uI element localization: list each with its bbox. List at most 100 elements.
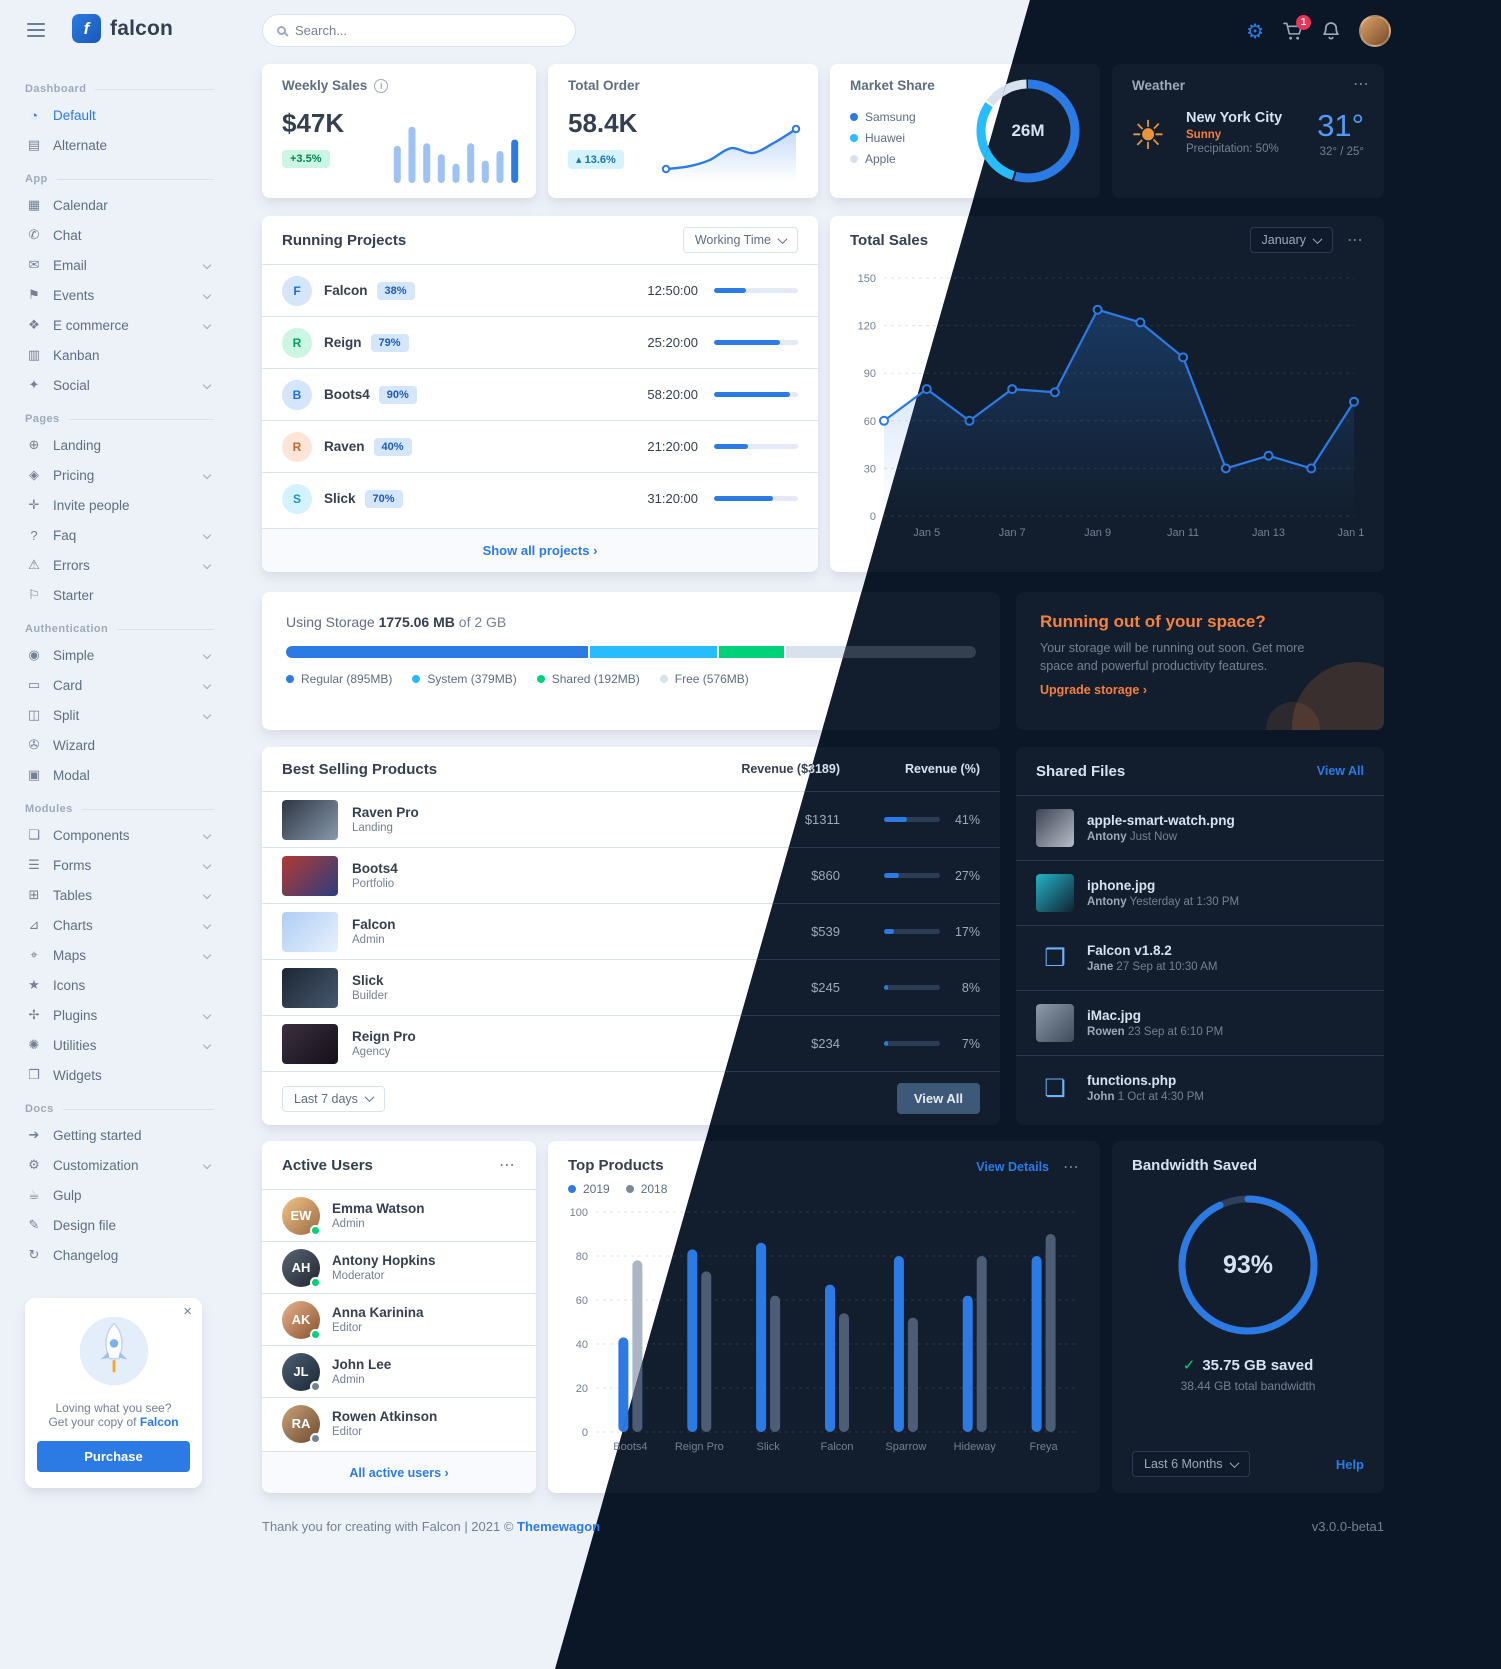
user-row: JL John Lee Admin [262, 1345, 536, 1397]
settings-gear-icon[interactable]: ⚙ [1246, 20, 1264, 43]
product-name-link[interactable]: Raven Pro [352, 805, 419, 820]
sidebar-item-default[interactable]: ◔Default [25, 100, 214, 130]
weekly-sales-title: Weekly Sales [282, 78, 368, 93]
menu-toggle-icon[interactable] [27, 23, 45, 41]
cart-icon[interactable]: 1 [1283, 14, 1311, 41]
notifications-bell-icon[interactable] [1322, 21, 1340, 41]
sidebar-item-customization[interactable]: ⚙Customization [25, 1150, 214, 1180]
product-thumbnail [282, 799, 338, 840]
all-active-users-link[interactable]: All active users [349, 1466, 448, 1480]
sidebar-item-alternate[interactable]: ▤Alternate [25, 130, 214, 160]
legend-label: System (379MB) [427, 672, 517, 686]
falcon-copy-link[interactable]: Falcon [139, 1415, 179, 1429]
sidebar-item-invite-people[interactable]: ✛Invite people [25, 490, 214, 520]
info-icon[interactable]: i [374, 78, 389, 93]
project-name-link[interactable]: Slick [324, 491, 356, 506]
starter-flag-icon: ⚐ [28, 587, 40, 602]
project-name-link[interactable]: Reign [324, 335, 362, 350]
sidebar-item-components[interactable]: ❏Components [25, 820, 214, 850]
card-menu-icon[interactable]: ⋯ [1063, 1159, 1080, 1176]
sidebar-item-e-commerce[interactable]: ❖E commerce [25, 310, 214, 340]
file-name-link[interactable]: iMac.jpg [1087, 1008, 1142, 1023]
sidebar-item-design-file[interactable]: ✎Design file [25, 1210, 214, 1240]
view-all-button[interactable]: View All [896, 1083, 980, 1114]
help-link[interactable]: Help [1335, 1456, 1364, 1472]
project-name-link[interactable]: Falcon [324, 283, 368, 298]
sidebar-item-gulp[interactable]: ☕Gulp [25, 1180, 214, 1210]
sidebar-item-getting-started[interactable]: ➔Getting started [25, 1120, 214, 1150]
show-all-projects-link[interactable]: Show all projects [483, 543, 598, 558]
sidebar-item-widgets[interactable]: ❒Widgets [25, 1060, 214, 1090]
sidebar-item-landing[interactable]: ⊕Landing [25, 430, 214, 460]
sidebar-item-maps[interactable]: ⌖Maps [25, 940, 214, 970]
card-menu-icon[interactable]: ⋯ [499, 1157, 516, 1174]
file-name-link[interactable]: Falcon v1.8.2 [1087, 943, 1172, 958]
themewagon-link[interactable]: Themewagon [517, 1519, 601, 1534]
sidebar-item-errors[interactable]: ⚠Errors [25, 550, 214, 580]
user-name-link[interactable]: John Lee [332, 1357, 392, 1372]
sidebar-item-chat[interactable]: ✆Chat [25, 220, 214, 250]
sidebar-item-social[interactable]: ✦Social [25, 370, 214, 400]
view-details-link[interactable]: View Details [976, 1160, 1049, 1174]
period-select[interactable]: Last 6 Months [1132, 1451, 1250, 1477]
user-name-link[interactable]: Antony Hopkins [332, 1253, 436, 1268]
top-products-title: Top Products [568, 1157, 664, 1174]
sidebar-item-wizard[interactable]: ✇Wizard [25, 730, 214, 760]
user-avatar: EW [282, 1196, 321, 1236]
sidebar-item-email[interactable]: ✉Email [25, 250, 214, 280]
project-name-link[interactable]: Boots4 [324, 387, 370, 402]
active-users-card: Active Users ⋯ EW Emma Watson Admin AH A… [262, 1141, 536, 1493]
user-name-link[interactable]: Anna Karinina [332, 1305, 424, 1320]
file-name-link[interactable]: apple-smart-watch.png [1087, 813, 1235, 828]
sidebar-item-tables[interactable]: ⊞Tables [25, 880, 214, 910]
sidebar-item-pricing[interactable]: ◈Pricing [25, 460, 214, 490]
file-row: iMac.jpg Rowen 23 Sep at 6:10 PM [1016, 990, 1384, 1055]
product-name-link[interactable]: Reign Pro [352, 1029, 416, 1044]
user-name-link[interactable]: Rowen Atkinson [332, 1409, 438, 1424]
product-name-link[interactable]: Slick [352, 973, 384, 988]
svg-text:Jan 13: Jan 13 [1252, 527, 1285, 539]
month-select[interactable]: January [1249, 227, 1333, 253]
sidebar-item-starter[interactable]: ⚐Starter [25, 580, 214, 610]
working-time-select[interactable]: Working Time [682, 227, 798, 253]
brand-logo[interactable]: f falcon [72, 14, 173, 43]
sidebar-item-modal[interactable]: ▣Modal [25, 760, 214, 790]
sidebar-item-faq[interactable]: ?Faq [25, 520, 214, 550]
card-menu-icon[interactable]: ⋯ [1353, 76, 1370, 93]
project-name-link[interactable]: Raven [324, 439, 365, 454]
sidebar-item-plugins[interactable]: ✢Plugins [25, 1000, 214, 1030]
user-avatar[interactable] [1359, 15, 1391, 47]
file-name-link[interactable]: iphone.jpg [1087, 878, 1156, 893]
sidebar-item-changelog[interactable]: ↻Changelog [25, 1240, 214, 1270]
sidebar-item-events[interactable]: ⚑Events [25, 280, 214, 310]
product-name-link[interactable]: Boots4 [352, 861, 398, 876]
sidebar-item-icons[interactable]: ★Icons [25, 970, 214, 1000]
svg-text:120: 120 [858, 321, 876, 333]
sidebar-item-split[interactable]: ◫Split [25, 700, 214, 730]
card-menu-icon[interactable]: ⋯ [1347, 232, 1364, 249]
sidebar-item-card[interactable]: ▭Card [25, 670, 214, 700]
projects-list: F Falcon 38% 12:50:00 R Reign 79% 25:20:… [262, 264, 818, 524]
date-range-select[interactable]: Last 7 days [282, 1085, 385, 1112]
upgrade-storage-link[interactable]: Upgrade storage [1040, 683, 1147, 697]
sidebar-item-calendar[interactable]: ▦Calendar [25, 190, 214, 220]
chevron-down-icon [202, 710, 212, 720]
storage-progress-bar [286, 646, 976, 658]
product-name-link[interactable]: Falcon [352, 917, 396, 932]
best-selling-title: Best Selling Products [282, 760, 438, 778]
sidebar-item-forms[interactable]: ☰Forms [25, 850, 214, 880]
search-input[interactable] [295, 23, 561, 38]
sidebar-item-simple[interactable]: ◉Simple [25, 640, 214, 670]
sidebar-item-kanban[interactable]: ▥Kanban [25, 340, 214, 370]
purchase-button[interactable]: Purchase [37, 1441, 190, 1472]
close-icon[interactable]: × [183, 1303, 192, 1320]
sidebar-item-charts[interactable]: ⊿Charts [25, 910, 214, 940]
legend-dot-icon [850, 134, 858, 142]
file-name-link[interactable]: functions.php [1087, 1073, 1177, 1088]
project-progress-badge: 79% [370, 333, 409, 352]
project-progress-badge: 40% [373, 437, 412, 456]
sidebar-item-utilities[interactable]: ✺Utilities [25, 1030, 214, 1060]
project-avatar: S [282, 483, 312, 514]
files-view-all-link[interactable]: View All [1316, 764, 1364, 778]
user-name-link[interactable]: Emma Watson [332, 1201, 425, 1216]
